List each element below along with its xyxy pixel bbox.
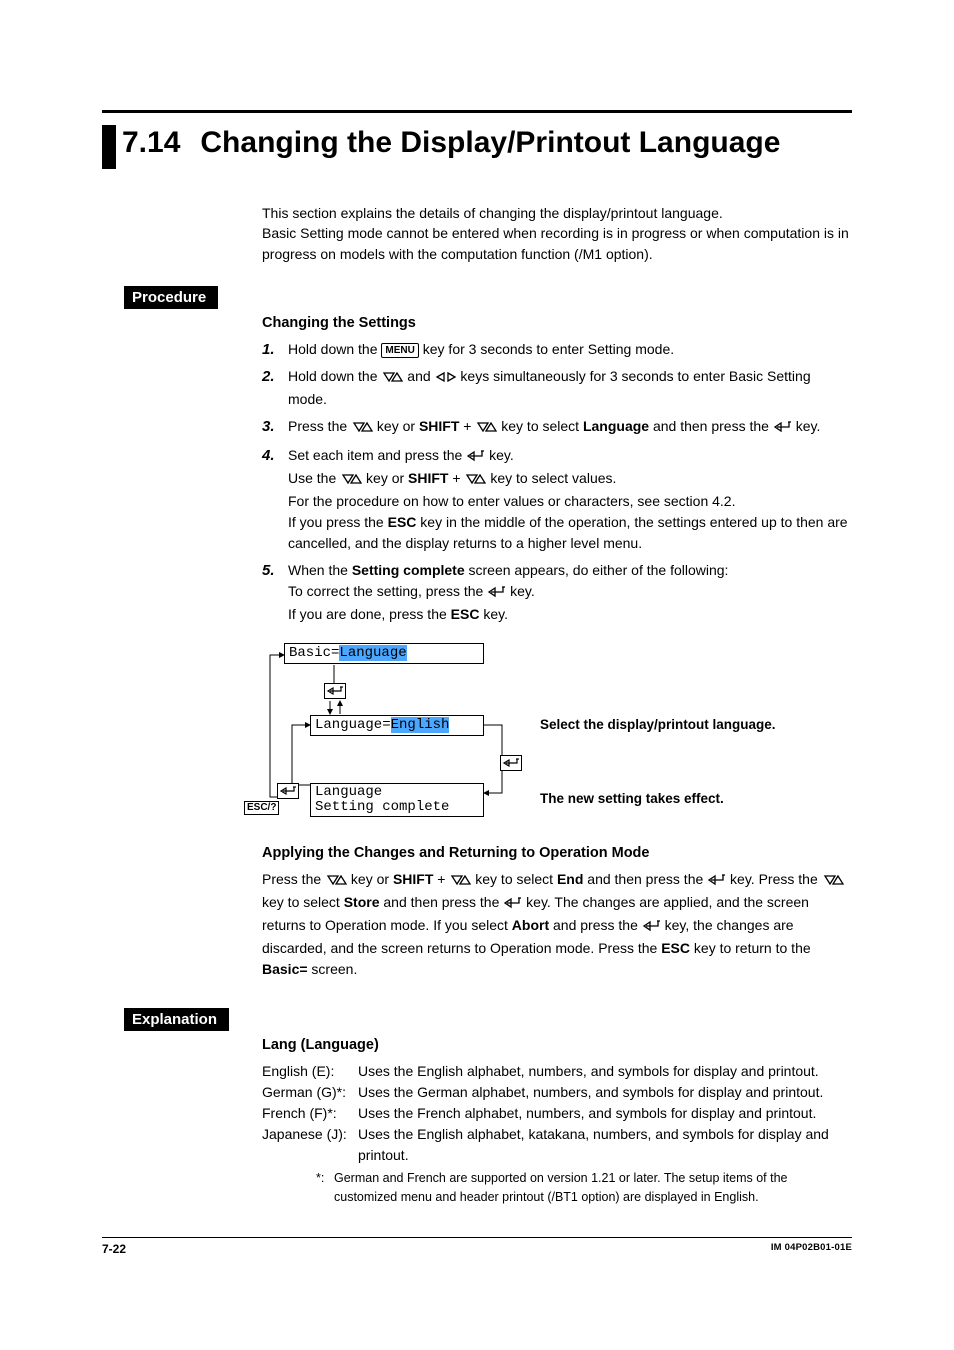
- lang-row-german: German (G)*:Uses the German alphabet, nu…: [262, 1082, 852, 1103]
- esc-key-icon: ESC/?: [244, 801, 279, 815]
- lang-row-french: French (F)*:Uses the French alphabet, nu…: [262, 1103, 852, 1124]
- step-2: 2. Hold down the and keys simultaneously…: [262, 366, 852, 410]
- section-title: Changing the Display/Printout Language: [200, 125, 780, 161]
- diagram-box-basic: Basic=Language: [284, 643, 484, 664]
- step-5: 5. When the Setting complete screen appe…: [262, 560, 852, 625]
- leftright-key-icon: [435, 368, 457, 389]
- step-number: 3.: [262, 416, 275, 439]
- step-number: 1.: [262, 339, 275, 362]
- step-number: 2.: [262, 366, 275, 389]
- intro-paragraph: This section explains the details of cha…: [262, 203, 852, 264]
- lang-row-japanese: Japanese (J):Uses the English alphabet, …: [262, 1124, 852, 1166]
- procedure-label: Procedure: [124, 286, 218, 309]
- intro-line: This section explains the details of cha…: [262, 203, 852, 223]
- applying-paragraph: Press the key or SHIFT + key to select E…: [262, 869, 852, 980]
- step-number: 5.: [262, 560, 275, 583]
- enter-key-icon: [773, 418, 792, 439]
- step-number: 4.: [262, 445, 275, 468]
- updown-key-icon: [351, 418, 373, 439]
- updown-key-icon: [340, 470, 362, 491]
- lang-row-english: English (E):Uses the English alphabet, n…: [262, 1061, 852, 1082]
- applying-subhead: Applying the Changes and Returning to Op…: [262, 845, 852, 861]
- page-number: 7-22: [102, 1242, 126, 1256]
- explanation-label: Explanation: [124, 1008, 229, 1031]
- step-3: 3. Press the key or SHIFT + key to selec…: [262, 416, 852, 439]
- enter-key-icon: [466, 447, 485, 468]
- enter-key-icon: [707, 871, 726, 892]
- changing-subhead: Changing the Settings: [262, 315, 852, 331]
- menu-flow-diagram: Basic=Language Language=English Language…: [262, 643, 852, 823]
- step-list: 1. Hold down the MENU key for 3 seconds …: [262, 339, 852, 625]
- page-footer: 7-22 IM 04P02B01-01E: [102, 1237, 852, 1256]
- lang-subhead: Lang (Language): [262, 1037, 852, 1053]
- enter-key-icon: [642, 917, 661, 938]
- enter-key-icon: [487, 583, 506, 604]
- title-accent-bar: [102, 125, 116, 169]
- menu-key-icon: MENU: [381, 343, 418, 358]
- footnote: *: German and French are supported on ve…: [316, 1169, 852, 1207]
- updown-key-icon: [464, 470, 486, 491]
- language-list: English (E):Uses the English alphabet, n…: [262, 1061, 852, 1166]
- diagram-box-complete: Language Setting complete: [310, 783, 484, 817]
- document-id: IM 04P02B01-01E: [771, 1242, 852, 1256]
- step-4: 4. Set each item and press the key. Use …: [262, 445, 852, 554]
- enter-box-icon: [324, 683, 346, 704]
- updown-key-icon: [475, 418, 497, 439]
- diagram-box-language: Language=English: [310, 715, 484, 736]
- intro-line: Basic Setting mode cannot be entered whe…: [262, 223, 852, 264]
- updown-key-icon: [325, 871, 347, 892]
- updown-key-icon: [822, 871, 844, 892]
- step-1: 1. Hold down the MENU key for 3 seconds …: [262, 339, 852, 360]
- enter-box-icon: [277, 783, 299, 804]
- section-heading: 7.14 Changing the Display/Printout Langu…: [102, 110, 852, 169]
- enter-box-icon: [500, 755, 522, 776]
- diagram-caption-effect: The new setting takes effect.: [540, 791, 724, 806]
- enter-key-icon: [503, 894, 522, 915]
- updown-key-icon: [381, 368, 403, 389]
- section-number: 7.14: [122, 125, 180, 161]
- updown-key-icon: [449, 871, 471, 892]
- diagram-caption-select: Select the display/printout language.: [540, 717, 776, 732]
